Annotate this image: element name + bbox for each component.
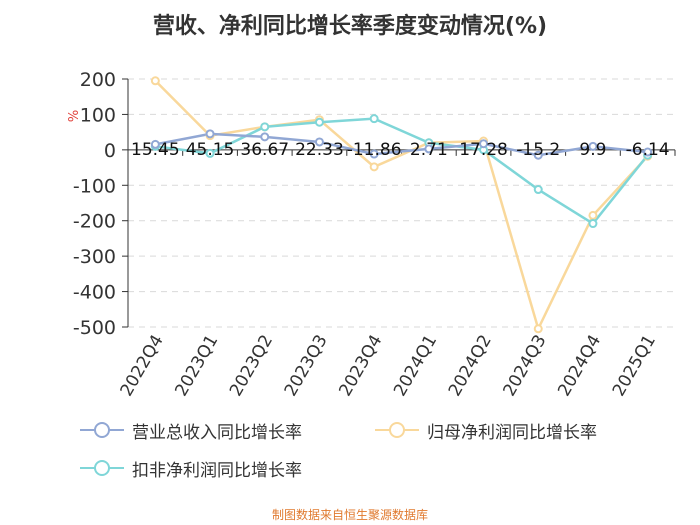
x-tick-label: 2023Q4 xyxy=(335,332,386,400)
legend-marker-deducted-profit xyxy=(80,460,124,476)
data-point xyxy=(205,129,215,139)
series-line-1 xyxy=(154,79,649,333)
data-point xyxy=(479,139,489,149)
series-line-0 xyxy=(155,132,648,157)
data-point xyxy=(588,210,598,220)
legend-item-deducted-profit[interactable]: 扣非净利润同比增长率 xyxy=(80,456,302,481)
data-point xyxy=(643,147,653,157)
data-label: -11.86 xyxy=(347,140,402,160)
legend-label-revenue: 营业总收入同比增长率 xyxy=(132,422,302,443)
data-point xyxy=(533,150,543,160)
data-label: 45.15 xyxy=(186,140,235,160)
data-label: 17.28 xyxy=(459,140,508,160)
data-label: 15.45 xyxy=(131,140,180,160)
series-line-2 xyxy=(155,117,649,226)
y-tick-label: -100 xyxy=(73,175,116,197)
data-point xyxy=(150,76,160,86)
x-tick-label: 2024Q2 xyxy=(445,332,496,400)
legend-item-net-profit[interactable]: 归母净利润同比增长率 xyxy=(375,418,597,443)
data-point xyxy=(588,141,598,151)
legend-item-revenue[interactable]: 营业总收入同比增长率 xyxy=(80,418,302,443)
x-tick-label: 2023Q1 xyxy=(171,332,222,400)
y-tick-label: -200 xyxy=(73,211,116,233)
data-point xyxy=(260,122,270,132)
x-tick-label: 2025Q1 xyxy=(609,332,660,400)
data-point xyxy=(369,162,379,172)
x-tick-label: 2022Q4 xyxy=(117,332,168,400)
legend-marker-net-profit xyxy=(375,422,419,438)
y-tick-label: 0 xyxy=(104,140,116,162)
data-point xyxy=(533,185,543,195)
data-label: -6.14 xyxy=(626,140,670,160)
data-point xyxy=(369,114,379,124)
data-point xyxy=(314,117,324,127)
source-footer: 制图数据来自恒生聚源数据库 xyxy=(271,508,428,522)
y-tick-label: -300 xyxy=(73,246,116,268)
y-tick-label: 100 xyxy=(80,104,116,126)
data-point xyxy=(424,144,434,154)
data-label: 2.71 xyxy=(410,140,448,160)
y-tick-label: -500 xyxy=(73,317,116,339)
legend-marker-revenue xyxy=(80,422,124,438)
y-axis-unit: % xyxy=(67,110,82,122)
data-point xyxy=(260,132,270,142)
data-label: -15.2 xyxy=(516,140,560,160)
data-point xyxy=(205,148,215,158)
data-point xyxy=(150,139,160,149)
x-tick-label: 2024Q1 xyxy=(390,332,441,400)
chart-title: 营收、净利同比增长率季度变动情况(%) xyxy=(152,14,548,39)
y-tick-label: 200 xyxy=(80,69,116,91)
legend-label-net-profit: 归母净利润同比增长率 xyxy=(427,422,597,443)
data-point xyxy=(533,324,543,334)
data-label: 22.33 xyxy=(295,140,344,160)
legend-label-deducted-profit: 扣非净利润同比增长率 xyxy=(132,460,302,481)
data-point xyxy=(314,137,324,147)
data-label: 36.67 xyxy=(240,140,289,160)
y-tick-label: -400 xyxy=(73,282,116,304)
data-point xyxy=(369,149,379,159)
x-tick-label: 2023Q2 xyxy=(226,332,277,400)
x-tick-label: 2023Q3 xyxy=(281,332,332,400)
x-tick-label: 2024Q3 xyxy=(500,332,551,400)
data-point xyxy=(588,219,598,229)
data-label: 9.9 xyxy=(579,140,606,160)
x-tick-label: 2024Q4 xyxy=(554,332,605,400)
